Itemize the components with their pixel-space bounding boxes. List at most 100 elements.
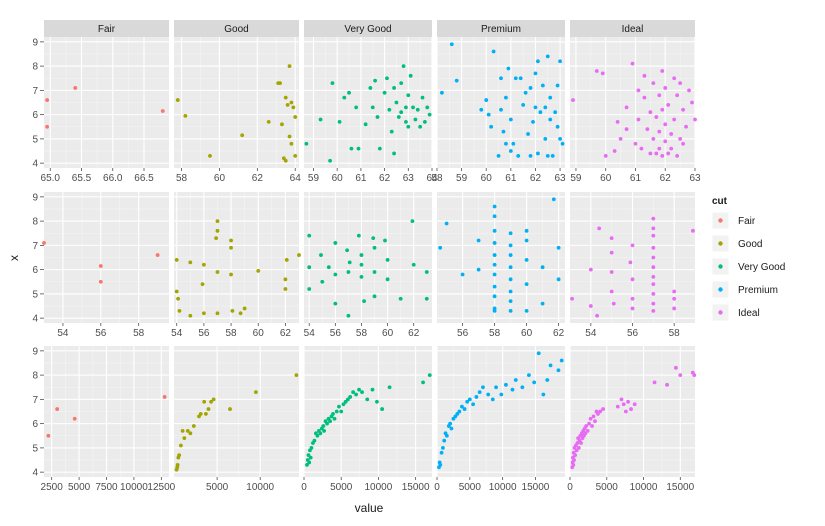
data-point [307, 265, 312, 270]
data-point [618, 136, 623, 141]
data-point [508, 265, 513, 270]
data-point [385, 277, 390, 282]
facet-panel [174, 192, 301, 323]
facet-panel [436, 37, 565, 168]
data-point [404, 105, 408, 110]
data-point [645, 127, 650, 132]
data-point [556, 277, 561, 282]
x-tick-label: 61 [630, 173, 642, 184]
data-point [285, 103, 290, 107]
x-tick-label: 15000 [666, 482, 694, 493]
data-point [540, 265, 545, 270]
data-point [387, 385, 392, 390]
data-point [501, 129, 506, 134]
data-point [396, 115, 401, 119]
data-point [55, 407, 60, 411]
data-point [330, 81, 335, 85]
data-point [240, 133, 245, 138]
data-point [673, 365, 678, 370]
data-point [619, 397, 624, 402]
data-point [675, 153, 680, 158]
data-point [465, 399, 470, 404]
data-point [399, 110, 404, 115]
legend-label: Fair [738, 216, 756, 227]
facet-strip-label: Very Good [344, 24, 391, 35]
y-tick-label: 6 [32, 265, 38, 276]
data-point [590, 424, 594, 428]
data-point [371, 236, 376, 240]
data-point [287, 134, 292, 139]
data-point [307, 460, 312, 465]
data-point [318, 117, 323, 122]
data-point [307, 233, 312, 238]
data-point [359, 275, 364, 279]
data-point [672, 289, 677, 294]
data-point [162, 395, 167, 399]
data-point [612, 149, 617, 153]
data-point [499, 107, 503, 112]
data-point [293, 115, 298, 119]
data-point [328, 158, 332, 163]
data-point [663, 86, 668, 90]
data-point [571, 98, 575, 102]
data-point [652, 380, 657, 385]
data-point [319, 253, 323, 257]
data-point [343, 399, 348, 404]
data-point [508, 231, 513, 236]
x-axis-title: value [355, 501, 384, 515]
legend: cut Fair Good Very Good Premium Ideal [711, 196, 785, 322]
facet-panel [436, 346, 565, 477]
facet-panel [174, 37, 299, 168]
data-point [636, 117, 641, 122]
data-point [651, 265, 656, 270]
data-point [334, 409, 339, 414]
facet-strip-label: Good [224, 24, 248, 35]
data-point [398, 296, 403, 301]
data-point [375, 399, 379, 404]
data-point [543, 105, 548, 110]
data-point [202, 399, 207, 404]
legend-label: Very Good [738, 262, 785, 273]
data-point [359, 253, 364, 257]
data-point [548, 117, 553, 122]
data-point [642, 95, 647, 100]
data-point [479, 107, 484, 112]
data-point [538, 110, 543, 115]
data-point [229, 245, 233, 250]
data-point [621, 402, 626, 407]
data-point [408, 73, 413, 78]
x-tick-label: 66.0 [103, 173, 123, 184]
data-point [584, 424, 589, 428]
data-point [332, 416, 337, 421]
data-point [651, 275, 656, 279]
data-point [360, 390, 364, 394]
data-point [521, 103, 526, 107]
data-point [630, 277, 635, 282]
data-point [297, 253, 301, 257]
x-tick-label: 15000 [522, 482, 550, 493]
data-point [440, 90, 444, 95]
data-point [651, 282, 656, 287]
data-point [182, 436, 187, 441]
data-point [215, 311, 220, 316]
x-tick-label: 54 [171, 328, 183, 339]
data-point [541, 392, 546, 397]
data-point [385, 76, 389, 81]
x-tick-label: 59 [570, 173, 582, 184]
data-point [404, 120, 408, 124]
data-point [185, 429, 190, 433]
data-point [375, 115, 380, 119]
x-tick-label: 62 [553, 328, 565, 339]
data-point [490, 397, 495, 402]
x-tick-label: 15000 [402, 482, 430, 493]
data-point [439, 450, 444, 455]
data-point [462, 407, 467, 411]
data-point [492, 284, 497, 289]
data-point [209, 399, 213, 404]
y-tick-label: 7 [32, 241, 38, 252]
data-point [665, 382, 669, 387]
data-point [325, 421, 329, 426]
data-point [545, 54, 550, 59]
facet-strip-label: Ideal [622, 24, 644, 35]
facet-strip [44, 20, 169, 37]
